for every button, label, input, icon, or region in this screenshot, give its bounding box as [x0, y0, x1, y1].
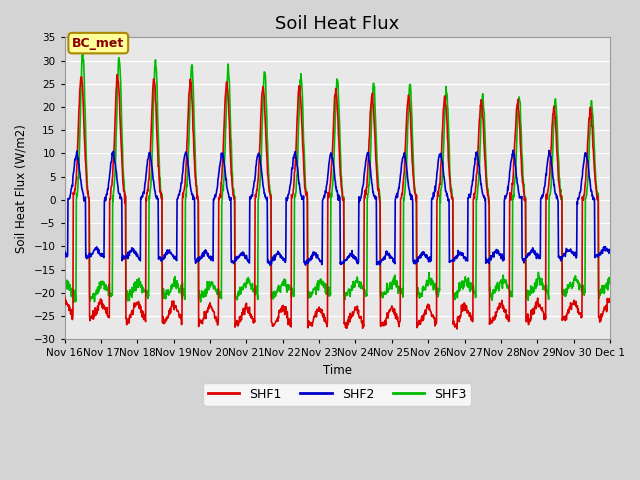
SHF3	[70, 300, 77, 305]
SHF1	[606, 296, 614, 301]
X-axis label: Time: Time	[323, 364, 352, 377]
SHF2	[266, 263, 274, 268]
SHF3	[559, 290, 566, 296]
SHF1	[559, 317, 566, 323]
SHF1	[289, 195, 296, 201]
Title: Soil Heat Flux: Soil Heat Flux	[275, 15, 399, 33]
SHF3	[606, 278, 614, 284]
SHF2	[289, 165, 296, 170]
SHF1	[421, 307, 429, 313]
SHF3	[511, 172, 519, 178]
SHF1	[113, 72, 121, 77]
SHF3	[422, 287, 429, 293]
SHF1	[275, 308, 283, 313]
Line: SHF2: SHF2	[65, 150, 610, 265]
SHF3	[289, 291, 296, 297]
SHF1	[511, 129, 519, 135]
SHF2	[559, 254, 566, 260]
SHF2	[606, 249, 614, 254]
SHF2	[61, 248, 68, 254]
Line: SHF3: SHF3	[65, 54, 610, 302]
Y-axis label: Soil Heat Flux (W/m2): Soil Heat Flux (W/m2)	[15, 124, 28, 253]
SHF2	[509, 147, 517, 153]
SHF2	[421, 252, 429, 257]
Text: BC_met: BC_met	[72, 36, 124, 49]
SHF2	[181, 152, 189, 157]
Line: SHF1: SHF1	[65, 74, 610, 329]
SHF1	[182, 174, 189, 180]
SHF2	[511, 163, 519, 168]
SHF3	[182, 191, 189, 197]
Legend: SHF1, SHF2, SHF3: SHF1, SHF2, SHF3	[203, 383, 472, 406]
SHF1	[61, 293, 68, 299]
SHF3	[275, 287, 283, 293]
SHF1	[453, 326, 461, 332]
SHF3	[61, 286, 68, 291]
SHF2	[275, 252, 283, 257]
SHF3	[79, 51, 86, 57]
